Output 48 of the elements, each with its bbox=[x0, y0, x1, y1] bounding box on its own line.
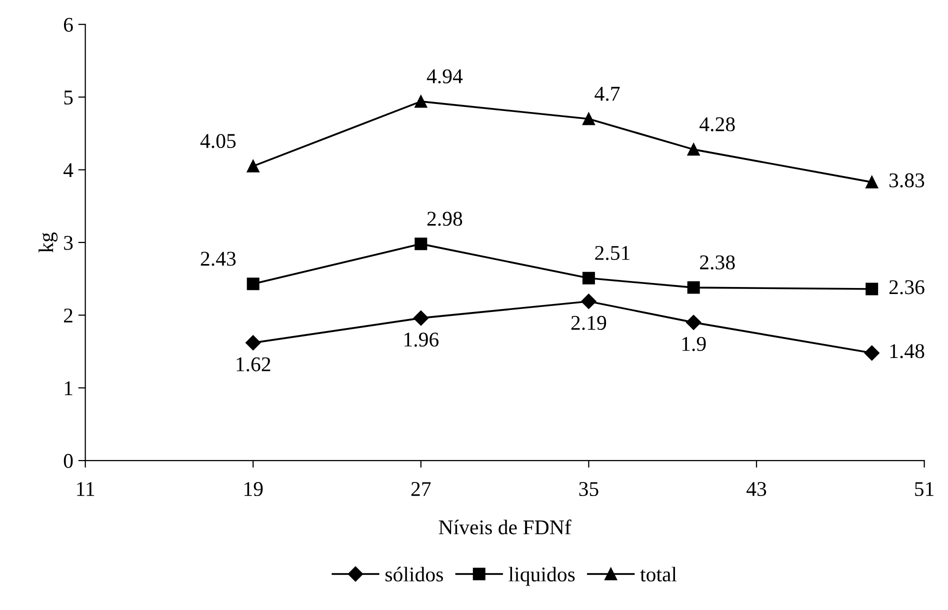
x-axis-title: Níveis de FDNf bbox=[438, 520, 572, 534]
y-tick-label: 1 bbox=[64, 381, 72, 396]
point bbox=[246, 160, 260, 172]
point bbox=[581, 294, 596, 309]
point bbox=[246, 335, 261, 350]
legend-label: total bbox=[640, 566, 677, 582]
x-tick-label: 11 bbox=[77, 482, 94, 496]
point bbox=[866, 176, 878, 188]
y-tick-label: 3 bbox=[64, 236, 73, 250]
point bbox=[414, 95, 428, 108]
data-label: 1.48 bbox=[890, 344, 924, 358]
data-label: 4.94 bbox=[426, 69, 463, 84]
y-axis-title: kg bbox=[38, 232, 58, 252]
legend-label: liquidos bbox=[508, 566, 575, 586]
point bbox=[582, 112, 595, 126]
data-label: 4.7 bbox=[594, 86, 620, 101]
point bbox=[414, 238, 428, 250]
x-tick-label: 27 bbox=[411, 482, 431, 496]
data-label: 4.28 bbox=[700, 117, 735, 132]
y-tick-label: 5 bbox=[64, 90, 73, 105]
y-tick-label: 6 bbox=[64, 18, 73, 32]
point bbox=[246, 278, 260, 290]
data-label: 2.36 bbox=[889, 280, 924, 294]
y-tick-label: 2 bbox=[64, 308, 72, 322]
x-tick-label: 19 bbox=[244, 482, 263, 496]
point bbox=[413, 310, 428, 326]
x-tick-label: 35 bbox=[579, 482, 598, 496]
point bbox=[582, 272, 595, 284]
data-label: 2.51 bbox=[595, 246, 630, 260]
x-tick-label: 43 bbox=[746, 482, 766, 496]
legend-label: sólidos bbox=[386, 566, 443, 582]
data-label: 1.9 bbox=[682, 336, 706, 352]
data-label: 3.83 bbox=[890, 173, 924, 188]
point bbox=[686, 314, 702, 330]
data-label: 2.38 bbox=[700, 255, 735, 270]
data-label: 1.96 bbox=[404, 332, 439, 347]
data-label: 2.43 bbox=[200, 252, 236, 266]
data-label: 2.98 bbox=[427, 212, 462, 226]
x-tick-label: 51 bbox=[915, 482, 934, 496]
y-tick-label: 4 bbox=[64, 163, 74, 178]
point bbox=[687, 143, 700, 156]
data-label: 4.05 bbox=[200, 134, 236, 148]
point bbox=[687, 281, 700, 294]
data-label: 1.62 bbox=[236, 357, 270, 372]
point bbox=[864, 345, 880, 361]
point bbox=[866, 282, 878, 296]
y-tick-label: 0 bbox=[64, 454, 73, 468]
data-label: 2.19 bbox=[571, 316, 606, 330]
